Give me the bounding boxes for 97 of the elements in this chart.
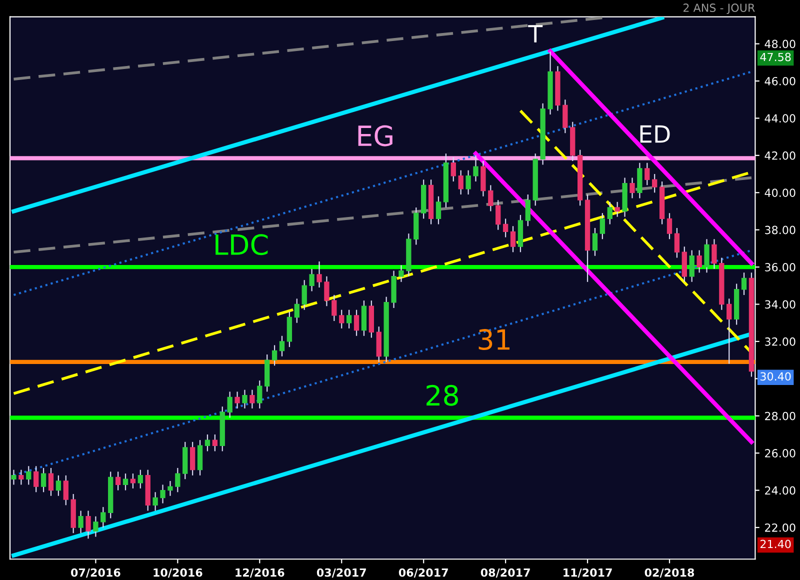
candlestick [502,218,508,238]
x-tick-label: 12/2016 [236,568,284,578]
ref-line-label: LDC [216,234,268,256]
candlestick [78,510,84,534]
candlestick [302,280,307,310]
candlestick [473,154,478,182]
candlestick [63,474,68,506]
candlestick [190,441,196,476]
candlestick [339,309,344,329]
candlestick [316,260,322,288]
candlestick [346,309,352,329]
candlestick [242,389,248,409]
candlestick [175,467,180,493]
candlestick [332,294,337,322]
candlestick [696,250,702,274]
candlestick [436,196,442,225]
candlestick [33,466,39,493]
chart-subtitle: 2 ANS - JOUR [684,4,755,14]
y-tick-label: 26.00 [765,449,796,458]
candlestick [48,467,54,496]
candlestick [741,272,747,296]
candlestick [600,212,606,240]
y-tick-label: 42.00 [764,151,796,160]
ref-line-label: EG [358,125,392,146]
candlestick [488,184,494,212]
candlestick [309,268,314,292]
ref-line-label: 31 [478,329,510,350]
candlestick [204,434,210,452]
candlestick [644,162,650,186]
y-tick-label: 22.00 [765,523,796,532]
candlestick [496,200,501,230]
candlestick [272,344,278,366]
candlestick [689,250,694,282]
candlestick [250,389,255,409]
candlestick [40,467,46,493]
candlestick [712,238,717,270]
candlestick [18,469,24,486]
candlestick [168,480,173,496]
y-tick-label: 44.00 [764,114,796,123]
x-tick-label: 06/2017 [398,568,448,578]
annotation: ED [640,125,670,143]
candlestick [294,298,300,324]
x-tick-label: 02/2018 [644,568,694,578]
candlestick [630,177,635,199]
candlestick [227,391,232,418]
text: 21.40 [760,540,791,548]
candlestick [152,492,158,512]
y-tick-label: 28.00 [765,412,796,420]
y-tick-label: 36.00 [765,263,796,272]
candlestick [726,298,732,364]
y-tick-label: 48.00 [764,40,796,48]
y-tick-label: 38.00 [765,226,796,234]
candlestick [674,227,680,258]
candlestick [704,238,710,274]
candlestick [160,484,166,504]
candlestick [466,170,471,196]
y-tick-label: 34.00 [765,300,796,309]
y-tick-label: 40.00 [764,188,796,198]
x-tick-label: 07/2016 [71,568,120,578]
candlestick [354,309,360,336]
candlestick [510,226,516,253]
ref-line-label: 28 [426,384,458,406]
text: 30.40 [760,372,791,381]
candlestick [100,506,106,528]
x-tick-label: 08/2017 [480,568,530,578]
candlestick [592,227,598,256]
candlestick [56,474,62,496]
candlestick [450,156,456,182]
annotation: T [528,25,543,42]
candlestick [562,99,568,134]
candlestick [666,212,672,240]
candlestick [93,516,98,538]
candlestick [130,472,136,489]
x-tick-label: 10/2016 [154,568,202,578]
candlestick [324,276,330,307]
x-tick-label: 03/2017 [316,568,366,578]
candlestick [279,335,285,357]
candlestick [138,469,143,489]
candlestick [607,201,612,225]
candlestick [458,170,464,196]
candlestick [212,434,218,452]
y-tick-label: 24.00 [765,486,796,495]
candlestick [115,471,121,491]
candlestick [257,380,262,409]
candlestick [26,466,32,486]
y-tick-label: 46.00 [764,76,796,86]
candlestick [11,469,16,486]
candlestick [614,201,620,218]
candlestick [525,194,530,227]
candlestick [122,472,128,491]
y-tick-label: 32.00 [765,337,796,346]
x-tick-label: 11/2017 [564,568,612,578]
candlestick [652,173,658,194]
candlestick [398,264,404,282]
candlestick [86,510,91,540]
text: 47.58 [760,52,791,62]
candlestick [234,391,240,409]
